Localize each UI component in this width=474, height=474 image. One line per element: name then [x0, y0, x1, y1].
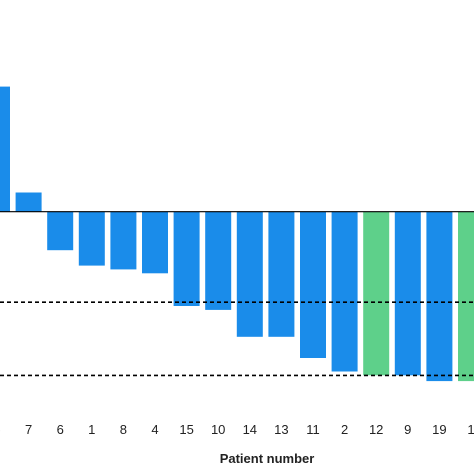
- bar-patient-7-1: [15, 192, 42, 212]
- bar-patient-19-14: [426, 211, 453, 382]
- x-tick-label: 6: [57, 422, 64, 437]
- x-tick-label: 11: [306, 422, 320, 437]
- x-tick-label: 12: [369, 422, 383, 437]
- x-tick-label: 9: [404, 422, 411, 437]
- bar-patient-12-12: [363, 211, 390, 376]
- bar-patient-2-11: [331, 211, 358, 372]
- x-tick-label: 14: [243, 422, 257, 437]
- x-tick-label: 15: [179, 422, 193, 437]
- bar-patient-13-9: [268, 211, 295, 337]
- bar-patient-1-15: [458, 211, 474, 382]
- bar-patient-10-7: [205, 211, 232, 310]
- x-tick-label: 19: [432, 422, 446, 437]
- bar-patient-1-3: [78, 211, 105, 266]
- bar-patient-4-5: [142, 211, 168, 274]
- bars-group: [0, 86, 474, 382]
- x-tick-label: 10: [211, 422, 225, 437]
- bar-patient-6-2: [47, 211, 74, 251]
- x-tick-label: 4: [151, 422, 158, 437]
- x-tick-label: 1: [467, 422, 474, 437]
- bar-patient-9-13: [394, 211, 421, 376]
- x-tick-label: 8: [120, 422, 127, 437]
- bar-patient-5-0: [0, 86, 10, 212]
- x-tick-label: 2: [341, 422, 348, 437]
- x-tick-label: 5: [0, 422, 1, 437]
- bar-patient-11-10: [300, 211, 326, 358]
- bar-patient-14-8: [236, 211, 263, 337]
- tick-labels-group: 5 7 6 1 8 4 15 10 14 13 11 2 12 9 19 1: [0, 422, 474, 437]
- reference-lines-group: [0, 211, 474, 377]
- x-tick-label: 1: [88, 422, 95, 437]
- x-tick-label: 13: [274, 422, 288, 437]
- bar-patient-8-4: [110, 211, 137, 270]
- bar-patient-15-6: [173, 211, 200, 306]
- x-tick-label: 7: [25, 422, 32, 437]
- x-axis-title: Patient number: [220, 451, 315, 466]
